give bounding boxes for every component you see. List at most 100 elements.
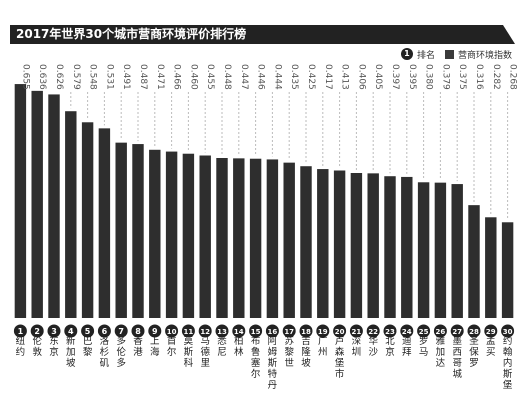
value-label: 0.655 — [20, 64, 30, 90]
value-label: 0.375 — [457, 64, 467, 90]
rank-label: 17 — [284, 328, 294, 336]
value-label: 0.316 — [474, 64, 484, 90]
rank-circle — [450, 324, 464, 338]
rank-label: 25 — [419, 328, 429, 336]
category-label: 迪拜 — [402, 335, 412, 358]
legend-rank-marker: 1 — [400, 48, 413, 60]
rank-label: 21 — [352, 328, 362, 336]
category-label: 东京 — [49, 335, 59, 358]
title-bar: 2017年世界30个城市营商环境评价排行榜 — [10, 25, 515, 44]
value-label: 0.447 — [239, 64, 249, 90]
bar — [300, 166, 312, 318]
rank-label: 30 — [503, 328, 513, 336]
category-label: 纽约 — [16, 335, 26, 358]
rank-circle — [81, 324, 95, 338]
bar — [115, 142, 127, 318]
category-label: 阿姆斯特丹 — [268, 336, 278, 391]
value-label: 0.579 — [71, 64, 81, 90]
category-label: 圣保罗 — [469, 336, 479, 369]
value-label: 0.379 — [440, 64, 450, 90]
rank-circle — [299, 324, 313, 338]
value-label: 0.444 — [272, 64, 282, 90]
rank-circle — [265, 324, 279, 338]
rank-circle — [198, 324, 212, 338]
rank-label: 8 — [135, 327, 141, 336]
value-label: 0.471 — [155, 64, 165, 90]
rank-circle — [249, 324, 263, 338]
rank-label: 29 — [486, 328, 496, 336]
rank-label: 24 — [402, 328, 412, 336]
bar — [249, 158, 262, 318]
category-label: 悉尼 — [217, 335, 227, 358]
rank-label: 9 — [152, 327, 158, 336]
rank-circle — [433, 324, 447, 338]
bar — [132, 144, 144, 318]
bar — [333, 170, 346, 318]
bar — [48, 94, 60, 318]
category-label: 华沙 — [368, 335, 378, 358]
value-label: 0.448 — [222, 64, 232, 90]
bar — [451, 184, 463, 318]
category-label: 广州 — [318, 335, 328, 358]
value-label: 0.548 — [88, 64, 98, 90]
value-label: 0.413 — [340, 64, 350, 90]
rank-label: 19 — [318, 328, 328, 336]
bar — [485, 217, 497, 318]
value-label: 0.282 — [491, 64, 501, 90]
category-label: 莫斯科 — [184, 335, 194, 369]
category-label: 洛杉矶 — [100, 335, 110, 369]
rank-label: 5 — [85, 327, 91, 336]
rank-circle — [148, 324, 162, 338]
chart-title: 2017年世界30个城市营商环境评价排行榜 — [16, 27, 247, 41]
bar — [283, 162, 295, 318]
category-label: 柏林 — [234, 335, 244, 358]
category-label: 罗马 — [419, 336, 429, 358]
rank-label: 3 — [51, 327, 57, 336]
bar — [468, 205, 480, 318]
category-label: 上海 — [150, 336, 160, 358]
rank-label: 23 — [385, 328, 395, 336]
rank-label: 16 — [268, 328, 278, 336]
category-label: 巴黎 — [83, 336, 93, 358]
rank-label: 22 — [368, 328, 378, 336]
rank-label: 20 — [335, 328, 345, 336]
category-label: 深圳 — [352, 336, 362, 358]
value-label: 0.268 — [508, 64, 518, 90]
bar — [165, 151, 178, 318]
value-label: 0.466 — [172, 64, 182, 90]
rank-circle — [484, 324, 498, 338]
category-label: 墨西哥城 — [452, 336, 462, 380]
category-label: 伦敦 — [32, 335, 42, 358]
rank-label: 15 — [251, 328, 261, 336]
category-label: 新加坡 — [66, 335, 76, 369]
category-label: 雅加达 — [436, 335, 446, 369]
category-label: 卢森堡市 — [335, 335, 345, 380]
rank-circle — [349, 324, 363, 338]
value-label: 0.455 — [205, 64, 215, 90]
rank-circle — [400, 324, 414, 338]
rank-circle — [131, 324, 145, 338]
bar — [317, 169, 329, 318]
category-label: 首尔 — [167, 335, 177, 358]
bar — [216, 158, 228, 318]
legend-rank-label: 排名 — [416, 50, 435, 61]
bar — [401, 176, 413, 318]
rank-circle — [316, 324, 330, 338]
value-label: 0.405 — [373, 64, 383, 90]
value-label: 0.626 — [54, 64, 64, 90]
category-label: 香港 — [133, 336, 143, 358]
value-label: 0.636 — [37, 64, 47, 90]
rank-label: 11 — [184, 328, 194, 336]
bar — [384, 176, 396, 318]
value-label: 0.380 — [424, 64, 434, 90]
category-label: 马德里 — [200, 336, 210, 369]
rank-label: 7 — [118, 327, 124, 336]
value-label: 0.406 — [356, 64, 366, 90]
bar — [350, 173, 363, 318]
rank-circle — [282, 324, 296, 338]
legend-index-swatch — [444, 49, 454, 59]
rank-label: 1 — [18, 327, 24, 336]
rank-label: 6 — [102, 327, 108, 336]
value-label: 0.487 — [138, 64, 148, 90]
